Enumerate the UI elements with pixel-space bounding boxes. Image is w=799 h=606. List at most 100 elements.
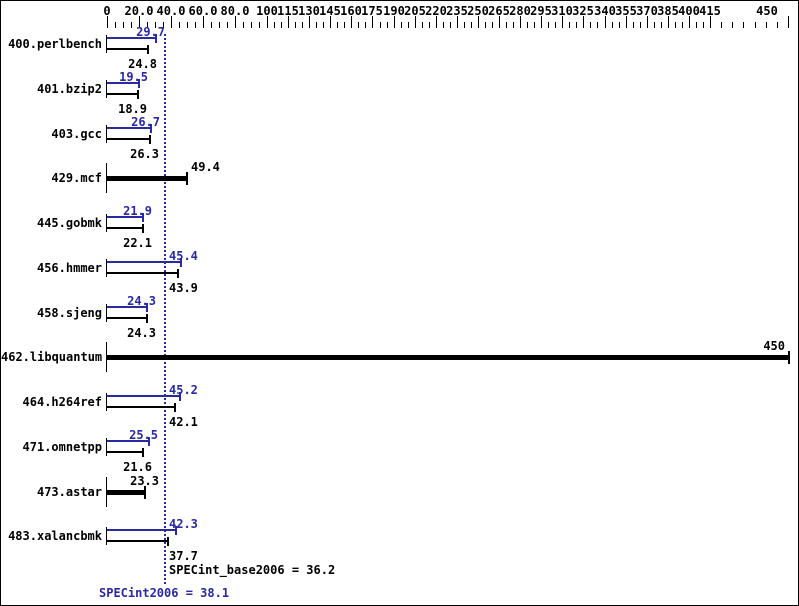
peak-value-label: 45.2 — [169, 383, 198, 397]
axis-tick-label: 80.0 — [220, 4, 250, 18]
axis-tick-label: 130 — [298, 4, 320, 18]
axis-major-tick — [267, 16, 268, 28]
axis-major-tick — [372, 16, 373, 28]
axis-major-tick — [394, 16, 395, 28]
axis-minor-tick — [619, 22, 620, 28]
axis-tick-label: 250 — [467, 4, 489, 18]
reference-line — [164, 34, 166, 584]
peak-bar — [107, 127, 150, 129]
axis-minor-tick — [464, 22, 465, 28]
axis-minor-tick — [766, 22, 767, 28]
peak-bar-end-cap — [155, 34, 157, 43]
peak-bar — [107, 440, 148, 442]
axis-tick-label: 235 — [446, 4, 468, 18]
axis-major-tick — [415, 16, 416, 28]
axis-minor-tick — [316, 22, 317, 28]
peak-bar — [107, 37, 155, 39]
benchmark-label: 429.mcf — [51, 171, 102, 185]
axis-tick-label: 325 — [572, 4, 594, 18]
axis-minor-tick — [251, 22, 252, 28]
axis-minor-tick — [590, 22, 591, 28]
axis-tick-label: 370 — [636, 4, 658, 18]
benchmark-label: 483.xalancbmk — [8, 529, 102, 543]
axis-minor-tick — [408, 22, 409, 28]
base-bar — [107, 451, 142, 453]
axis-minor-tick — [281, 22, 282, 28]
axis-minor-tick — [337, 22, 338, 28]
axis-tick-label: 220 — [425, 4, 447, 18]
axis-minor-tick — [696, 22, 697, 28]
axis-major-tick — [171, 16, 172, 28]
axis-minor-tick — [443, 22, 444, 28]
axis-minor-tick — [344, 22, 345, 28]
base-bar-end-cap — [167, 537, 169, 546]
axis-major-tick — [457, 16, 458, 28]
benchmark-label: 473.astar — [36, 485, 102, 499]
peak-bar — [107, 395, 179, 397]
base-bar-end-cap — [142, 448, 144, 457]
axis-major-tick — [478, 16, 479, 28]
peak-bar-end-cap — [150, 124, 152, 133]
result-bar — [107, 176, 186, 181]
benchmark-label: 403.gcc — [51, 127, 102, 141]
axis-minor-tick — [163, 22, 164, 28]
base-value-label: 42.1 — [169, 415, 198, 429]
spec-base-summary-text: SPECint_base2006 = 36.2 — [169, 563, 336, 577]
axis-minor-tick — [243, 22, 244, 28]
base-bar-end-cap — [174, 403, 176, 412]
axis-minor-tick — [259, 22, 260, 28]
axis-minor-tick — [387, 22, 388, 28]
base-bar-end-cap — [146, 314, 148, 323]
axis-major-tick — [203, 16, 204, 28]
axis-tick-label: 0 — [103, 4, 111, 18]
bar-start-tick — [106, 438, 107, 456]
peak-bar-end-cap — [138, 79, 140, 88]
base-bar-end-cap — [149, 135, 151, 144]
base-value-label: 24.3 — [127, 326, 156, 340]
axis-major-tick — [288, 16, 289, 28]
peak-bar — [107, 216, 142, 218]
axis-tick-label: 340 — [594, 4, 616, 18]
axis-tick-label: 60.0 — [188, 4, 218, 18]
result-bar-end-cap — [144, 486, 146, 499]
axis-minor-tick — [548, 22, 549, 28]
base-bar — [107, 93, 137, 95]
result-bar-end-cap — [186, 172, 188, 185]
peak-value-label: 25.5 — [129, 428, 158, 442]
axis-tick-label: 40.0 — [156, 4, 186, 18]
axis-major-tick — [583, 16, 584, 28]
axis-minor-tick — [155, 22, 156, 28]
axis-minor-tick — [302, 22, 303, 28]
base-value-label: 37.7 — [169, 549, 198, 563]
axis-tick-label: 265 — [488, 4, 510, 18]
axis-tick-label: 450 — [756, 4, 778, 18]
bar-start-tick — [106, 527, 107, 545]
benchmark-label: 456.hmmer — [36, 261, 102, 275]
peak-bar — [107, 261, 180, 263]
axis-major-tick — [689, 16, 690, 28]
axis-minor-tick — [131, 22, 132, 28]
axis-major-tick — [647, 16, 648, 28]
axis-tick-label: 100 — [256, 4, 278, 18]
axis-major-tick — [668, 16, 669, 28]
axis-major-tick — [330, 16, 331, 28]
axis-minor-tick — [612, 22, 613, 28]
result-bar-end-cap — [788, 351, 790, 364]
axis-tick-label: 385 — [657, 4, 679, 18]
benchmark-label: 401.bzip2 — [36, 82, 102, 96]
base-value-label: 22.1 — [123, 236, 152, 250]
axis-major-tick — [541, 16, 542, 28]
axis-minor-tick — [450, 22, 451, 28]
bar-start-tick — [106, 393, 107, 411]
axis-tick-label: 415 — [699, 4, 721, 18]
axis-tick-label: 115 — [277, 4, 299, 18]
axis-major-tick — [520, 16, 521, 28]
axis-minor-tick — [743, 22, 744, 28]
axis-major-tick — [235, 16, 236, 28]
peak-bar — [107, 529, 175, 531]
bar-start-tick — [106, 125, 107, 143]
bar-start-tick — [106, 304, 107, 322]
axis-tick-label: 160 — [340, 4, 362, 18]
peak-value-label: 19.5 — [119, 70, 148, 84]
